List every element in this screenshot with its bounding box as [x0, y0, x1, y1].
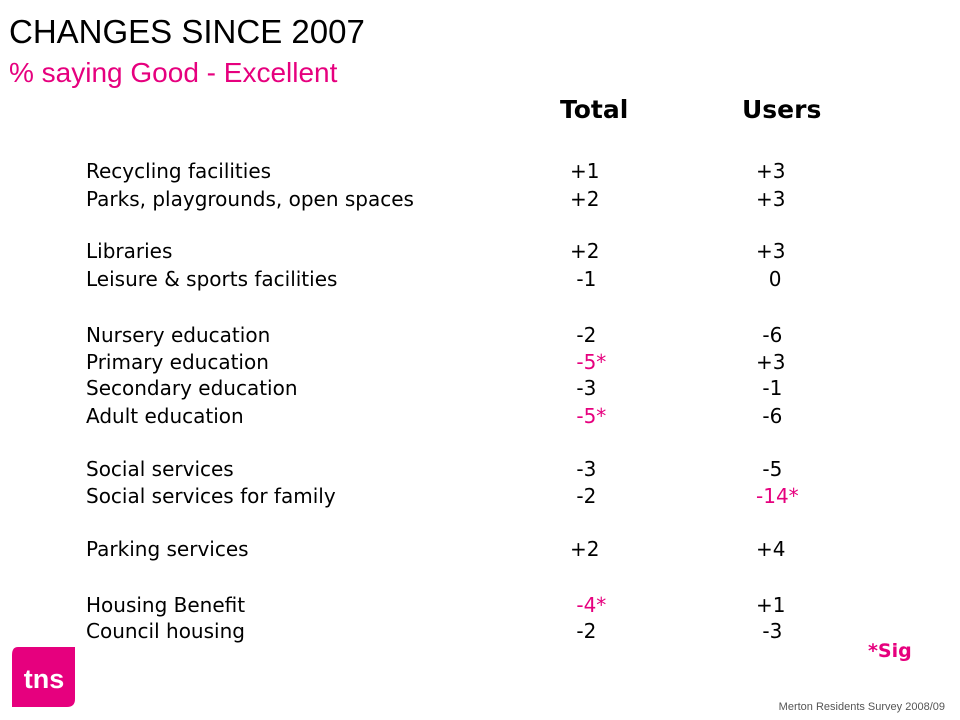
page-title: CHANGES SINCE 2007 — [9, 13, 365, 50]
total-change-value: -5* — [570, 350, 607, 374]
users-change-value: +3 — [756, 239, 786, 263]
tns-logo-icon: tns — [12, 647, 75, 707]
logo-text: tns — [24, 664, 65, 694]
row-label: Housing Benefit — [86, 593, 246, 617]
table-row: Secondary education -3 -1 — [0, 374, 960, 402]
row-label: Recycling facilities — [86, 159, 272, 183]
row-label: Parks, playgrounds, open spaces — [86, 187, 414, 211]
users-change-value: +3 — [756, 159, 786, 183]
users-change-value: -14* — [756, 484, 799, 508]
total-change-value: +2 — [570, 187, 600, 211]
table-row: Adult education -5* -6 — [0, 402, 960, 430]
table-row: Social services for family -2 -14* — [0, 482, 960, 510]
table-row: Libraries +2 +3 — [0, 237, 960, 265]
total-change-value: +2 — [570, 239, 600, 263]
table-row: Parking services +2 +4 — [0, 535, 960, 563]
users-change-value: -5 — [756, 457, 783, 481]
row-label: Primary education — [86, 350, 269, 374]
users-change-value: -3 — [756, 619, 783, 643]
table-row: Leisure & sports facilities -1 0 — [0, 265, 960, 293]
total-change-value: +2 — [570, 537, 600, 561]
users-change-value: -1 — [756, 376, 783, 400]
users-change-value: +1 — [756, 593, 786, 617]
table-row: Primary education -5* +3 — [0, 348, 960, 376]
users-change-value: -6 — [756, 404, 783, 428]
total-change-value: -3 — [570, 376, 597, 400]
table-row: Parks, playgrounds, open spaces +2 +3 — [0, 185, 960, 213]
table-row: Housing Benefit -4* +1 — [0, 591, 960, 619]
total-change-value: -4* — [570, 593, 607, 617]
total-change-value: +1 — [570, 159, 600, 183]
users-change-value: +3 — [756, 187, 786, 211]
table-row: Social services -3 -5 — [0, 455, 960, 483]
row-label: Nursery education — [86, 323, 271, 347]
tns-logo: tns — [12, 647, 75, 707]
row-label: Adult education — [86, 404, 244, 428]
total-change-value: -3 — [570, 457, 597, 481]
row-label: Council housing — [86, 619, 245, 643]
row-label: Libraries — [86, 239, 173, 263]
significance-note: *Sig — [868, 640, 912, 662]
row-label: Social services for family — [86, 484, 336, 508]
users-change-value: 0 — [756, 267, 782, 291]
footer-source: Merton Residents Survey 2008/09 — [778, 701, 945, 713]
total-change-value: -2 — [570, 323, 597, 347]
row-label: Social services — [86, 457, 234, 481]
table-row: Nursery education -2 -6 — [0, 321, 960, 349]
users-change-value: -6 — [756, 323, 783, 347]
page-subtitle: % saying Good - Excellent — [9, 57, 338, 88]
total-change-value: -1 — [570, 267, 597, 291]
table-row: Recycling facilities +1 +3 — [0, 157, 960, 185]
total-change-value: -2 — [570, 484, 597, 508]
table-row: Council housing -2 -3 — [0, 617, 960, 645]
column-header-total: Total — [560, 95, 629, 124]
row-label: Secondary education — [86, 376, 298, 400]
total-change-value: -2 — [570, 619, 597, 643]
row-label: Leisure & sports facilities — [86, 267, 338, 291]
total-change-value: -5* — [570, 404, 607, 428]
row-label: Parking services — [86, 537, 249, 561]
column-header-users: Users — [742, 95, 822, 124]
users-change-value: +4 — [756, 537, 786, 561]
users-change-value: +3 — [756, 350, 786, 374]
